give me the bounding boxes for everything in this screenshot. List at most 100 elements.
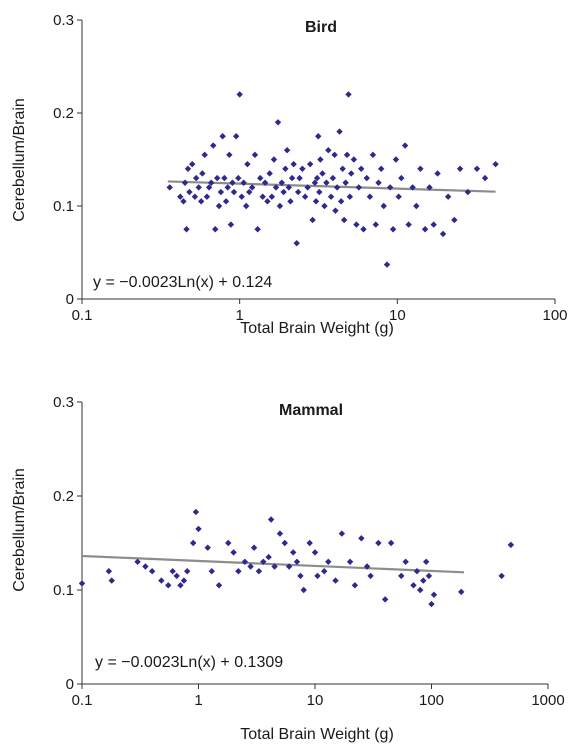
- data-point: [401, 142, 409, 149]
- data-point: [350, 156, 358, 163]
- y-tick-label: 0.1: [53, 198, 74, 215]
- data-point: [280, 188, 287, 196]
- data-point: [309, 216, 316, 224]
- data-point: [215, 202, 223, 210]
- data-point: [369, 151, 377, 159]
- data-point: [290, 549, 297, 556]
- data-point: [313, 174, 321, 182]
- data-point: [444, 193, 452, 200]
- data-point: [336, 128, 343, 135]
- data-point: [173, 572, 180, 580]
- data-point: [428, 600, 435, 608]
- x-tick-label: 1: [194, 692, 202, 709]
- data-point: [192, 508, 200, 516]
- data-point: [317, 156, 324, 163]
- data-point: [287, 198, 294, 205]
- data-point: [221, 174, 228, 182]
- data-point: [195, 184, 202, 191]
- data-point: [301, 193, 309, 200]
- data-point: [329, 174, 337, 182]
- data-point: [282, 165, 289, 172]
- bird-chart: Bird Total Brain Weight (g) Cerebellum/B…: [11, 12, 568, 337]
- data-point: [177, 582, 184, 589]
- data-point: [285, 184, 293, 191]
- data-point: [240, 179, 247, 186]
- data-point: [327, 193, 335, 200]
- data-point: [244, 160, 251, 168]
- data-point: [342, 179, 349, 186]
- data-point: [297, 572, 304, 580]
- data-point: [380, 202, 387, 210]
- data-point: [232, 133, 240, 140]
- data-point: [251, 151, 259, 159]
- data-point: [261, 179, 269, 186]
- data-point: [325, 558, 332, 565]
- y-axis-label: Cerebellum/Brain: [11, 468, 28, 592]
- data-point: [264, 198, 271, 205]
- data-point: [184, 568, 191, 575]
- data-point: [367, 572, 374, 580]
- data-point: [299, 165, 306, 172]
- data-point: [267, 516, 275, 523]
- data-point: [439, 230, 447, 238]
- data-point: [274, 119, 282, 126]
- y-tick-label: 0: [66, 291, 74, 308]
- data-point: [201, 151, 208, 159]
- data-point: [142, 563, 149, 570]
- data-point: [381, 596, 389, 603]
- data-point: [270, 156, 278, 163]
- data-point: [293, 558, 301, 565]
- data-point: [392, 156, 400, 163]
- x-tick-label: 1: [235, 307, 243, 324]
- data-point: [383, 261, 391, 268]
- data-point: [387, 539, 395, 547]
- data-point: [375, 179, 382, 186]
- data-point: [186, 188, 193, 196]
- y-tick-label: 0.3: [53, 394, 74, 411]
- data-point: [343, 151, 351, 159]
- data-point: [189, 539, 197, 547]
- y-axis-label: Cerebellum/Brain: [11, 98, 28, 222]
- y-tick-label: 0.1: [53, 582, 74, 599]
- data-point: [203, 193, 211, 200]
- data-point: [363, 174, 370, 182]
- x-tick-label: 100: [419, 692, 444, 709]
- data-point: [321, 202, 328, 210]
- data-point: [210, 142, 217, 149]
- data-point: [288, 174, 296, 182]
- data-point: [306, 539, 313, 547]
- data-point: [260, 558, 267, 565]
- data-point: [254, 226, 261, 233]
- y-tick-label: 0.2: [53, 488, 74, 505]
- y-tick-label: 0.2: [53, 105, 74, 122]
- data-point: [351, 582, 359, 589]
- data-point: [247, 563, 254, 570]
- data-point: [346, 558, 354, 565]
- x-tick-label: 10: [307, 692, 324, 709]
- data-point: [271, 563, 278, 570]
- data-point: [183, 226, 190, 233]
- data-point: [348, 170, 355, 177]
- data-point: [134, 558, 141, 565]
- data-point: [217, 188, 225, 196]
- data-point: [498, 572, 505, 580]
- x-axis-label: Total Brain Weight (g): [240, 320, 394, 337]
- chart-title: Bird: [305, 19, 337, 36]
- data-point: [177, 193, 184, 200]
- data-point: [413, 202, 420, 210]
- data-point: [417, 586, 424, 594]
- data-point: [316, 188, 323, 196]
- data-point: [492, 160, 499, 168]
- data-point: [242, 202, 250, 210]
- data-point: [180, 577, 188, 584]
- data-point: [158, 577, 165, 584]
- data-point: [421, 226, 429, 233]
- data-point: [255, 568, 263, 575]
- data-point: [215, 582, 223, 589]
- x-tick-label: 1000: [531, 692, 564, 709]
- data-point: [337, 198, 345, 205]
- x-axis-label: Total Brain Weight (g): [240, 726, 394, 743]
- data-point: [398, 174, 405, 182]
- data-point: [208, 179, 215, 186]
